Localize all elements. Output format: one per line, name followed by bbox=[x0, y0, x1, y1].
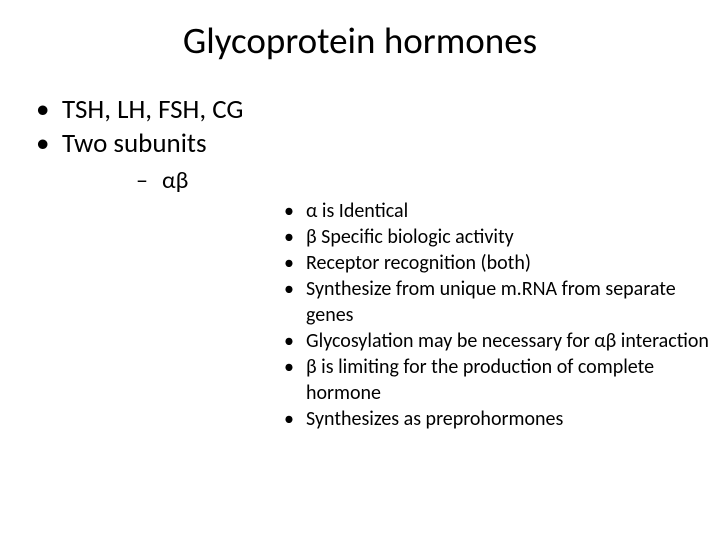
list-item: Synthesize from unique m.RNA from separa… bbox=[162, 276, 720, 328]
list-item-text: αβ bbox=[162, 166, 188, 195]
list-item: α is Identical bbox=[162, 198, 720, 224]
list-item-text: Synthesizes as preprohormones bbox=[306, 407, 563, 431]
bullet-list-level2: αβ α is Identical β Specific biologic ac… bbox=[62, 165, 720, 432]
bullet-list-level1: TSH, LH, FSH, CG Two subunits αβ α is Id… bbox=[0, 93, 720, 432]
list-item-text: TSH, LH, FSH, CG bbox=[62, 93, 243, 126]
list-item: β Specific biologic activity bbox=[162, 224, 720, 250]
list-item-text: Two subunits bbox=[62, 127, 207, 160]
list-item: β is limiting for the production of comp… bbox=[162, 354, 720, 406]
list-item-text: Receptor recognition (both) bbox=[306, 251, 531, 275]
list-item: Receptor recognition (both) bbox=[162, 250, 720, 276]
list-item: Glycosylation may be necessary for αβ in… bbox=[162, 328, 720, 354]
list-item-text: Glycosylation may be necessary for αβ in… bbox=[306, 329, 709, 353]
list-item-text: β Specific biologic activity bbox=[306, 225, 514, 249]
list-item-text: β is limiting for the production of comp… bbox=[306, 355, 654, 405]
bullet-list-level3: α is Identical β Specific biologic activ… bbox=[162, 198, 720, 432]
list-item: αβ α is Identical β Specific biologic ac… bbox=[62, 165, 720, 432]
list-item-text: α is Identical bbox=[306, 199, 408, 223]
list-item: Two subunits αβ α is Identical β Specifi… bbox=[0, 127, 720, 432]
list-item-text: Synthesize from unique m.RNA from separa… bbox=[306, 277, 676, 327]
slide-title: Glycoprotein hormones bbox=[0, 18, 720, 63]
list-item: Synthesizes as preprohormones bbox=[162, 406, 720, 432]
slide-container: Glycoprotein hormones TSH, LH, FSH, CG T… bbox=[0, 0, 720, 540]
list-item: TSH, LH, FSH, CG bbox=[0, 93, 720, 127]
